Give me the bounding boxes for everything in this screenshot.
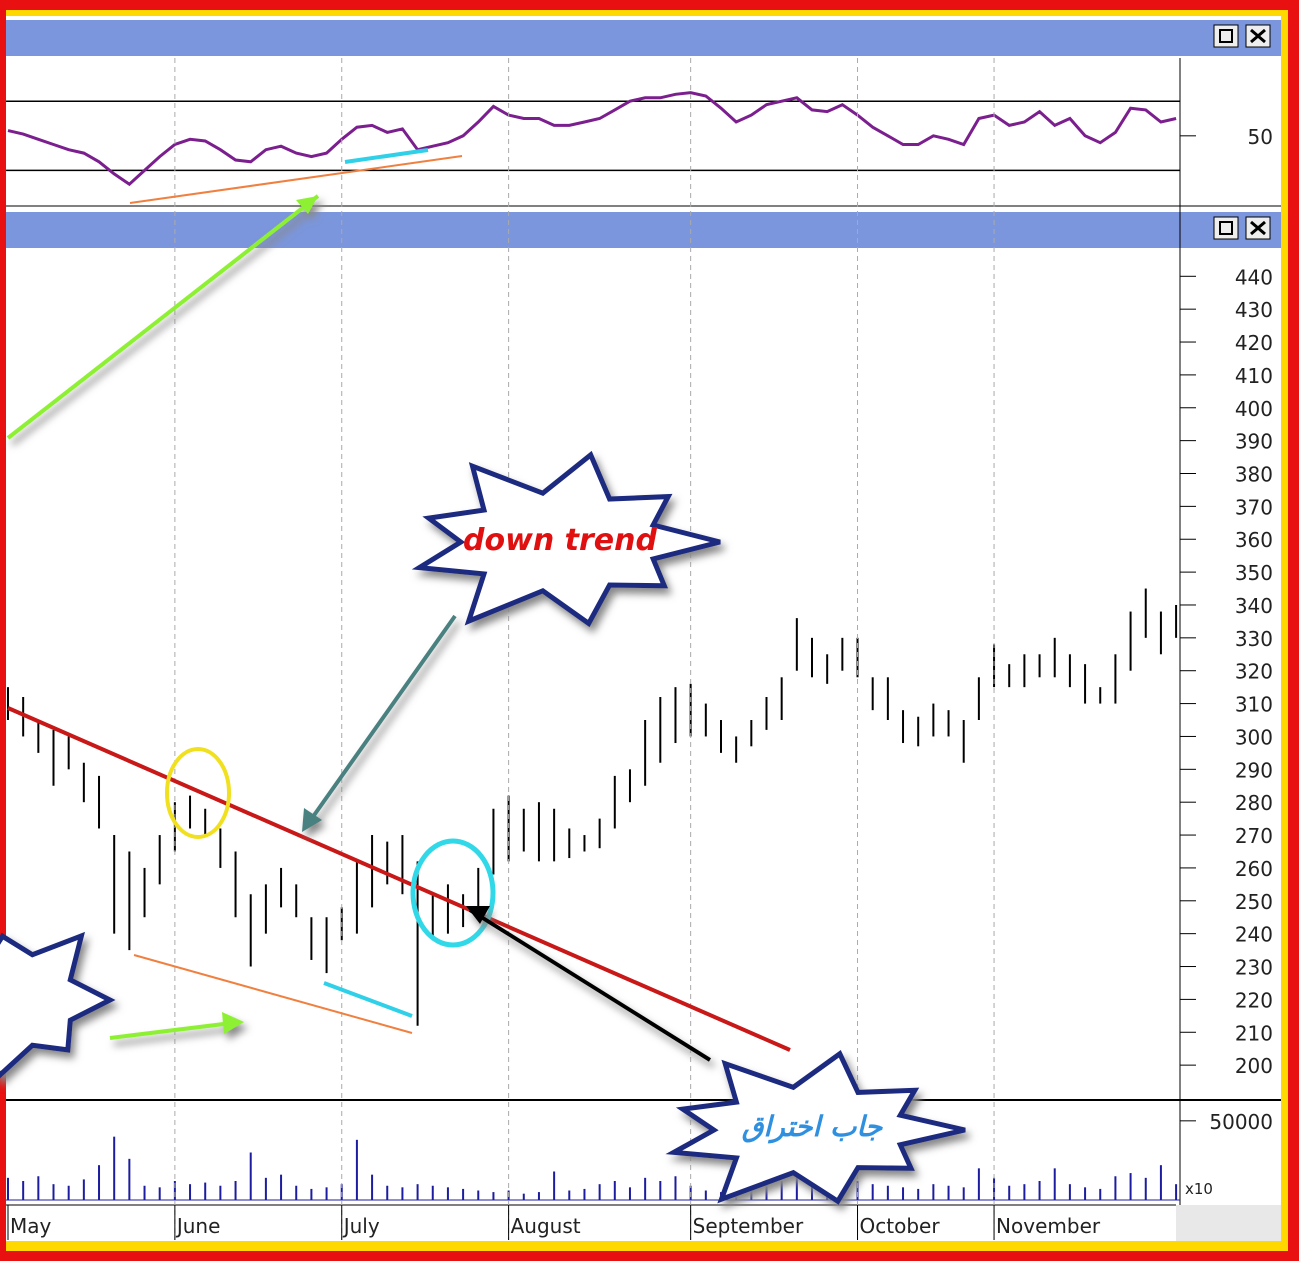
arrow: [109, 1020, 241, 1040]
y-tick-label: 270: [1235, 824, 1273, 848]
callout-text: جاب اختراق: [742, 1110, 883, 1144]
y-tick-label: 210: [1235, 1021, 1273, 1045]
x-tick-label: July: [342, 1214, 380, 1238]
window: [6, 16, 1281, 1241]
y-tick-label: 260: [1235, 857, 1273, 881]
y-tick-label: 290: [1235, 758, 1273, 782]
highlight: [165, 747, 231, 839]
y-tick-label: 50000: [1209, 1110, 1273, 1134]
trend-line: [323, 981, 413, 1018]
y-tick-label: 220: [1235, 988, 1273, 1012]
arrow: [468, 908, 712, 1062]
y-tick-label: 410: [1235, 364, 1273, 388]
trend-line: [129, 155, 463, 204]
corner: [1176, 1205, 1281, 1241]
y-tick-label: 200: [1235, 1054, 1273, 1078]
trend-line: [7, 706, 791, 1052]
y-tick-label: 250: [1235, 890, 1273, 914]
pane-titlebar: [6, 212, 1281, 248]
y-tick-label: 360: [1235, 528, 1273, 552]
callout-text: down trend: [463, 523, 657, 558]
pane-titlebar: [6, 20, 1281, 56]
arrow: [6, 194, 320, 440]
y-tick-label: 50: [1248, 125, 1273, 149]
y-tick-label: 310: [1235, 693, 1273, 717]
x-tick-label: August: [511, 1214, 581, 1238]
y-tick-label: 400: [1235, 397, 1273, 421]
highlight: [410, 838, 496, 948]
y-tick-label: 440: [1235, 265, 1273, 289]
trend-line: [344, 148, 429, 164]
y-tick-label: 280: [1235, 791, 1273, 815]
y-tick-label: 300: [1235, 725, 1273, 749]
y-tick-label: 420: [1235, 331, 1273, 355]
window-buttons[interactable]: [1213, 24, 1271, 240]
annotations: down trend جاب اختراق: [0, 148, 966, 1205]
x-tick-label: June: [175, 1214, 221, 1238]
x-tick-label: May: [10, 1214, 52, 1238]
plot: 50 200 210 220 230 240 250 260 270 280 290 300 310 32…: [6, 58, 1273, 1240]
y-tick-label: 320: [1235, 660, 1273, 684]
scale-label: x10: [1185, 1180, 1213, 1198]
x-tick-label: October: [860, 1214, 941, 1238]
x-tick-label: September: [693, 1214, 804, 1238]
trend-line: [133, 954, 413, 1034]
y-tick-label: 330: [1235, 627, 1273, 651]
arrow: [303, 614, 457, 830]
callout: [0, 931, 116, 1079]
y-tick-label: 350: [1235, 561, 1273, 585]
y-tick-label: 230: [1235, 956, 1273, 980]
y-tick-label: 240: [1235, 923, 1273, 947]
callout: [665, 1050, 966, 1205]
y-tick-label: 370: [1235, 495, 1273, 519]
x-tick-label: November: [996, 1214, 1101, 1238]
callout: [411, 450, 721, 628]
indicator-line: [7, 91, 1177, 187]
y-tick-label: 340: [1235, 594, 1273, 618]
y-tick-label: 390: [1235, 430, 1273, 454]
y-tick-label: 380: [1235, 463, 1273, 487]
y-tick-label: 430: [1235, 298, 1273, 322]
